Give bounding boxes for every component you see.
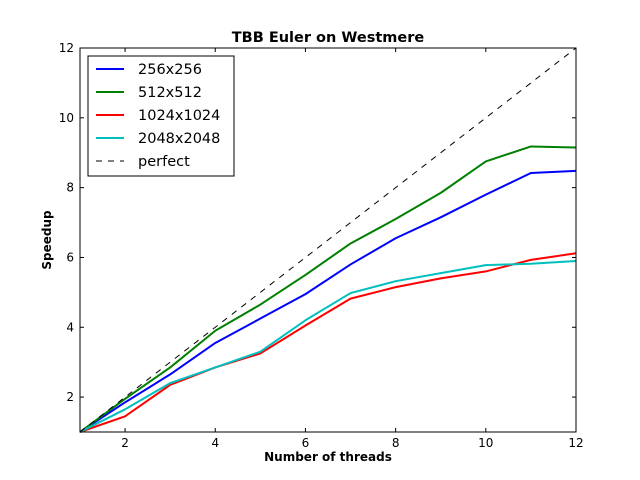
x-tick-label: 10	[478, 436, 493, 450]
legend-label-perfect: perfect	[138, 154, 190, 170]
series-layer	[79, 47, 577, 433]
legend: 256x256 512x512 1024x1024 2048x2048 perfect	[87, 55, 235, 177]
y-tick-label: 8	[66, 181, 74, 195]
x-tick-label: 2	[121, 436, 129, 450]
y-tick-label: 12	[59, 41, 74, 55]
x-axis-label: Number of threads	[264, 450, 392, 464]
y-tick-label: 6	[66, 250, 74, 264]
series-line-1024x1024	[79, 252, 577, 433]
series-line-perfect	[79, 47, 577, 433]
legend-label-2048x2048: 2048x2048	[138, 131, 220, 147]
y-tick-label: 10	[59, 111, 74, 125]
plot-frame	[79, 47, 577, 433]
tick-layer: 2 4 6 8 10 12 2 4 6 8 10 12	[59, 41, 584, 450]
chart-title: TBB Euler on Westmere	[232, 30, 425, 46]
y-axis-label: Speedup	[40, 210, 54, 270]
series-line-256x256	[79, 169, 577, 433]
legend-label-256x256: 256x256	[138, 62, 202, 78]
legend-label-512x512: 512x512	[138, 85, 202, 101]
x-tick-label: 6	[302, 436, 310, 450]
series-line-512x512	[79, 145, 577, 433]
y-tick-label: 4	[66, 320, 74, 334]
series-line-2048x2048	[79, 259, 577, 433]
x-tick-label: 12	[568, 436, 583, 450]
x-tick-label: 4	[211, 436, 219, 450]
y-tick-label: 2	[66, 390, 74, 404]
legend-label-1024x1024: 1024x1024	[138, 108, 220, 124]
x-tick-label: 8	[392, 436, 400, 450]
